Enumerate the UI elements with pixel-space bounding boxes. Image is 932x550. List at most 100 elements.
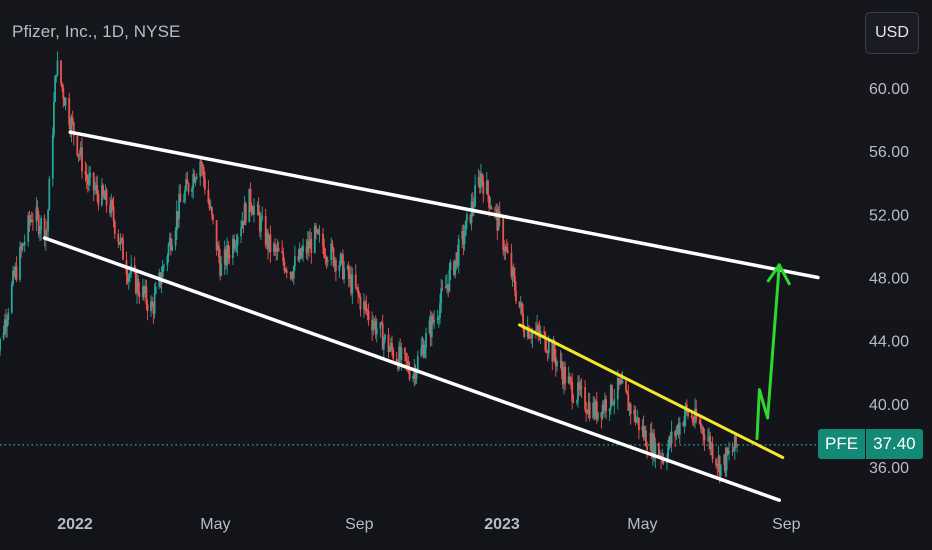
channel-upper-line [68, 130, 820, 280]
candle-body [195, 176, 198, 179]
candle-body [226, 245, 228, 266]
candle-body [464, 220, 467, 236]
candle-body [547, 341, 550, 353]
candle-body [191, 188, 193, 192]
candle-body [2, 333, 5, 339]
candle-body [544, 332, 547, 351]
candle-body [390, 343, 392, 349]
candle-body [728, 451, 730, 454]
candle-body [72, 122, 75, 136]
candle-body [51, 135, 54, 179]
candle-body [601, 404, 604, 418]
candle-body [687, 409, 689, 417]
y-tick-label: 40.00 [869, 397, 909, 414]
candle-body [551, 341, 554, 362]
candle-body [693, 422, 695, 423]
candle-body [455, 252, 458, 261]
candle-body [457, 238, 460, 266]
candle-body [104, 189, 107, 200]
candle-body [683, 416, 686, 426]
candle-body [193, 174, 196, 183]
candle-body [653, 433, 655, 459]
candle-body [414, 368, 417, 379]
candle-body [60, 60, 62, 83]
candle-body [94, 188, 96, 191]
candle-body [503, 250, 506, 252]
candle-body [281, 251, 283, 253]
candle-body [579, 386, 582, 390]
candle-body [554, 357, 557, 367]
candle-body [40, 218, 42, 231]
candle-body [512, 267, 515, 277]
candle-body [339, 254, 342, 266]
candle-body [92, 172, 95, 191]
candle-body [570, 378, 572, 382]
candle-body [324, 257, 327, 259]
candle-body [200, 161, 203, 167]
candle-body [572, 401, 575, 403]
candle-body [634, 409, 637, 423]
candle-body [381, 323, 384, 350]
candle-body [602, 404, 605, 411]
y-tick-label: 52.00 [869, 207, 909, 224]
candle-body [315, 225, 317, 232]
candle-body [302, 246, 304, 252]
candle-body [480, 173, 482, 188]
candle-body [597, 412, 599, 420]
candle-body [299, 248, 302, 258]
candle-body [375, 328, 378, 335]
candle-body [502, 218, 505, 250]
candle-body [379, 322, 382, 329]
x-tick-label: 2022 [57, 516, 93, 533]
candle-body [308, 241, 310, 249]
candle-body [461, 230, 464, 239]
candle-body [3, 319, 6, 333]
candle-body [152, 306, 155, 314]
channel-lower-line [42, 236, 782, 502]
y-tick-label: 36.00 [869, 460, 909, 477]
candle-body [372, 324, 375, 331]
candle-body [187, 183, 190, 192]
candle-body [81, 147, 83, 172]
candle-body [88, 176, 90, 185]
candle-body [698, 420, 701, 424]
x-tick-label: May [627, 516, 657, 533]
candle-body [392, 349, 395, 359]
candle-body [346, 266, 349, 269]
candle-body [374, 321, 377, 335]
candle-body [350, 274, 352, 294]
currency-button[interactable]: USD [865, 12, 919, 54]
candle-body [694, 408, 696, 423]
candle-body [463, 235, 466, 245]
candle-body [241, 221, 244, 228]
candle-body [137, 279, 140, 293]
y-tick-label: 48.00 [869, 271, 909, 288]
candle-body [363, 301, 365, 310]
candle-body [223, 249, 226, 265]
candle-body [179, 193, 182, 202]
candle-body [347, 266, 350, 279]
candle-body [32, 221, 34, 222]
candle-body [103, 194, 106, 200]
candle-body [684, 404, 687, 417]
candle-body [528, 326, 530, 339]
candle-body [85, 174, 88, 180]
candle-body [585, 409, 588, 413]
y-tick-label: 60.00 [869, 81, 909, 98]
candle-body [567, 376, 570, 384]
candle-body [154, 286, 157, 294]
candle-body [127, 275, 130, 282]
candle-body [454, 260, 457, 275]
candle-body [273, 244, 275, 252]
candle-body [242, 221, 245, 225]
candle-body [12, 270, 14, 285]
candle-body [594, 401, 597, 417]
candle-body [28, 215, 31, 223]
candle-body [204, 178, 206, 190]
candle-body [635, 419, 638, 423]
resistance-trendline [518, 323, 785, 459]
candle-body [276, 248, 279, 252]
candle-body [471, 201, 474, 209]
